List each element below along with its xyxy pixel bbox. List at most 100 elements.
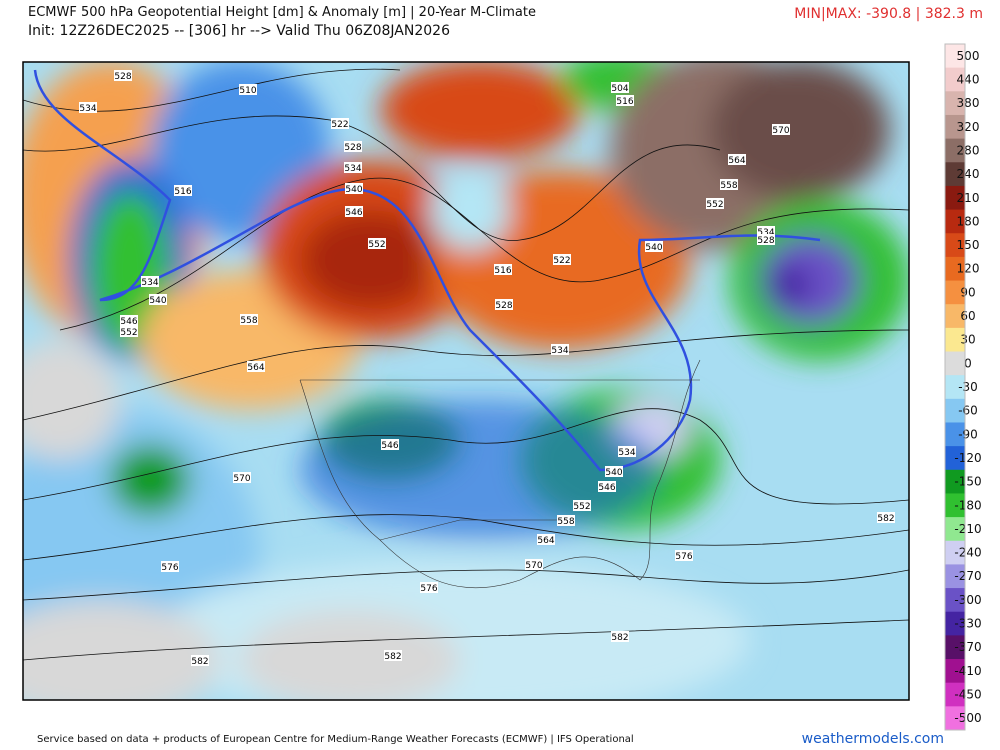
contour-label-bg xyxy=(537,534,555,545)
contour-label-bg xyxy=(120,326,138,337)
colorbar-label: 440 xyxy=(957,72,980,86)
contour-label-bg xyxy=(331,118,349,129)
contour-label: 528 xyxy=(757,236,774,246)
contour-label: 564 xyxy=(537,536,554,546)
contour-label: 570 xyxy=(772,126,789,136)
contour-label-bg xyxy=(161,561,179,572)
contour-label: 540 xyxy=(345,185,362,195)
contour-label: 570 xyxy=(525,561,542,571)
contour-label: 528 xyxy=(344,143,361,153)
contour-label: 534 xyxy=(79,104,96,114)
contour-label: 546 xyxy=(345,208,362,218)
contour-label: 522 xyxy=(553,256,570,266)
colorbar-swatch xyxy=(945,635,965,660)
540-contour xyxy=(33,69,821,472)
colorbar-swatch xyxy=(945,67,965,92)
contour-label: 558 xyxy=(557,517,574,527)
colorbar-swatch xyxy=(945,91,965,116)
contour-label: 516 xyxy=(494,266,511,276)
contour-label: 534 xyxy=(618,448,635,458)
contour-label-bg xyxy=(344,162,362,173)
contour-label-bg xyxy=(191,655,209,666)
contour-label: 576 xyxy=(675,552,692,562)
contour-label-bg xyxy=(611,82,629,93)
contour-label: 534 xyxy=(344,164,361,174)
colorbar-swatch xyxy=(945,185,965,211)
contour-label-bg xyxy=(247,361,265,372)
colorbar-label: -60 xyxy=(958,404,978,418)
colorbar-swatch xyxy=(945,327,965,353)
contour-label-bg xyxy=(420,582,438,593)
site-link[interactable]: weathermodels.com xyxy=(801,731,944,747)
contour-label: 558 xyxy=(240,316,257,326)
colorbar-label: 60 xyxy=(960,309,975,323)
contour-label: 534 xyxy=(141,278,158,288)
colorbar-swatch xyxy=(945,398,965,423)
colorbar-label: 0 xyxy=(964,356,972,370)
contour-label-bg xyxy=(611,631,629,642)
contour-label-bg xyxy=(344,141,362,152)
colorbar-swatch xyxy=(945,304,965,329)
colorbar-label: 500 xyxy=(957,49,980,63)
map-frame xyxy=(22,61,910,701)
colorbar-label: 380 xyxy=(957,96,980,110)
colorbar-label: -270 xyxy=(954,569,981,583)
colorbar-label: -30 xyxy=(958,380,978,394)
colorbar-label: -300 xyxy=(954,593,981,607)
contour-label-bg xyxy=(149,294,167,305)
colorbar-swatch xyxy=(945,493,965,518)
contour-label-bg xyxy=(645,241,663,252)
contour-label: 564 xyxy=(247,363,264,373)
contour-label: 564 xyxy=(728,156,745,166)
colorbar-swatch xyxy=(945,564,965,589)
colorbar-label: -150 xyxy=(954,475,981,489)
contour-label-bg xyxy=(598,481,616,492)
colorbar-swatch xyxy=(945,233,965,258)
colorbar-swatch xyxy=(945,256,965,282)
colorbar-swatch xyxy=(945,162,965,187)
contour-label: 546 xyxy=(120,317,137,327)
colorbar-swatch xyxy=(945,611,965,636)
contour-label-bg xyxy=(557,515,575,526)
min-max: MIN|MAX: -390.8 | 382.3 m xyxy=(794,6,983,22)
contour-label: 546 xyxy=(381,441,398,451)
colorbar-swatch xyxy=(945,469,965,494)
contour-label-bg xyxy=(605,466,623,477)
contour-label: 528 xyxy=(495,301,512,311)
contours xyxy=(23,68,909,661)
contour-label: 552 xyxy=(368,240,385,250)
contour-label: 504 xyxy=(611,84,628,94)
contour-label-bg xyxy=(573,500,591,511)
contour-label-bg xyxy=(114,70,132,81)
colorbar-label: 120 xyxy=(957,262,980,276)
colorbar-swatch xyxy=(945,209,965,234)
contour-label-bg xyxy=(877,512,895,523)
coastlines xyxy=(299,359,701,589)
contour-label-bg xyxy=(720,179,738,190)
contour-label-bg xyxy=(494,264,512,275)
footer: Service based on data + products of Euro… xyxy=(37,734,634,745)
contour-label: 540 xyxy=(605,468,622,478)
colorbar-swatch xyxy=(945,588,965,613)
colorbar-label: -330 xyxy=(954,617,981,631)
contour-label-bg xyxy=(728,154,746,165)
colorbar-swatch xyxy=(945,351,965,376)
colorbar-label: -240 xyxy=(954,546,981,560)
colorbar-swatch xyxy=(945,446,965,471)
colorbar-label: 30 xyxy=(960,333,975,347)
contour-label-bg xyxy=(233,472,251,483)
contour-label-bg xyxy=(706,198,724,209)
contour-label-bg xyxy=(495,299,513,310)
contour-label: 582 xyxy=(611,633,628,643)
contour-label-bg xyxy=(553,254,571,265)
contour-label-bg xyxy=(525,559,543,570)
contour-label: 510 xyxy=(239,86,256,96)
colorbar-frame xyxy=(944,43,966,731)
colorbar-swatch xyxy=(945,375,965,400)
contour-label: 552 xyxy=(120,328,137,338)
contour-label: 582 xyxy=(191,657,208,667)
contour-label: 540 xyxy=(645,243,662,253)
colorbar-swatch xyxy=(945,280,965,305)
contour-label: 540 xyxy=(149,296,166,306)
colorbar-label: -210 xyxy=(954,522,981,536)
